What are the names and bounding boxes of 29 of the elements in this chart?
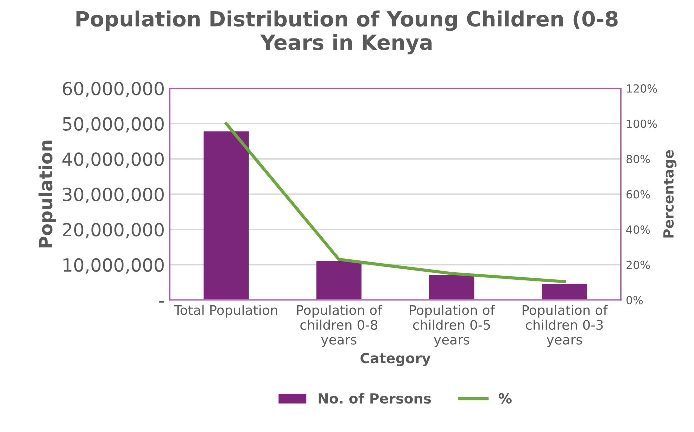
y-tick-label: 30,000,000	[63, 188, 164, 204]
y2-tick-label: 40%	[626, 226, 650, 234]
bar	[542, 284, 588, 300]
legend-label: %	[498, 393, 512, 404]
y-tick-label: 50,000,000	[63, 117, 164, 133]
y-tick-label: 60,000,000	[63, 82, 164, 98]
y2-tick-label: 120%	[627, 84, 658, 93]
y-tick-label: 10,000,000	[64, 258, 164, 274]
x-tick-label: Population of children 0-3 years	[522, 305, 608, 348]
bar	[316, 261, 362, 300]
chart-title: Population Distribution of Young Children (0-8 Years in Kenya	[76, 10, 618, 55]
x-axis-title: Category	[360, 353, 431, 366]
y2-tick-label: 80%	[626, 155, 650, 164]
legend-label: No. of Persons	[318, 393, 432, 404]
y-tick-label: -	[160, 301, 164, 303]
y2-tick-label: 0%	[626, 296, 644, 305]
bar	[429, 276, 475, 300]
bar	[204, 132, 249, 300]
y2-axis-title: Percentage	[664, 150, 677, 238]
line-series	[224, 122, 566, 284]
y-tick-label: 40,000,000	[62, 152, 164, 168]
y2-tick-label: 20%	[626, 260, 650, 270]
x-tick-label: Population of children 0-5 years	[410, 305, 496, 348]
x-tick-label: Population of children 0-8 years	[297, 305, 383, 348]
y2-tick-label: 100%	[627, 120, 658, 128]
y2-tick-label: 60%	[626, 190, 650, 199]
y-tick-label: 20,000,000	[63, 223, 164, 239]
x-tick-label: Total Population	[174, 305, 278, 318]
y-axis-title: Population	[38, 140, 56, 248]
